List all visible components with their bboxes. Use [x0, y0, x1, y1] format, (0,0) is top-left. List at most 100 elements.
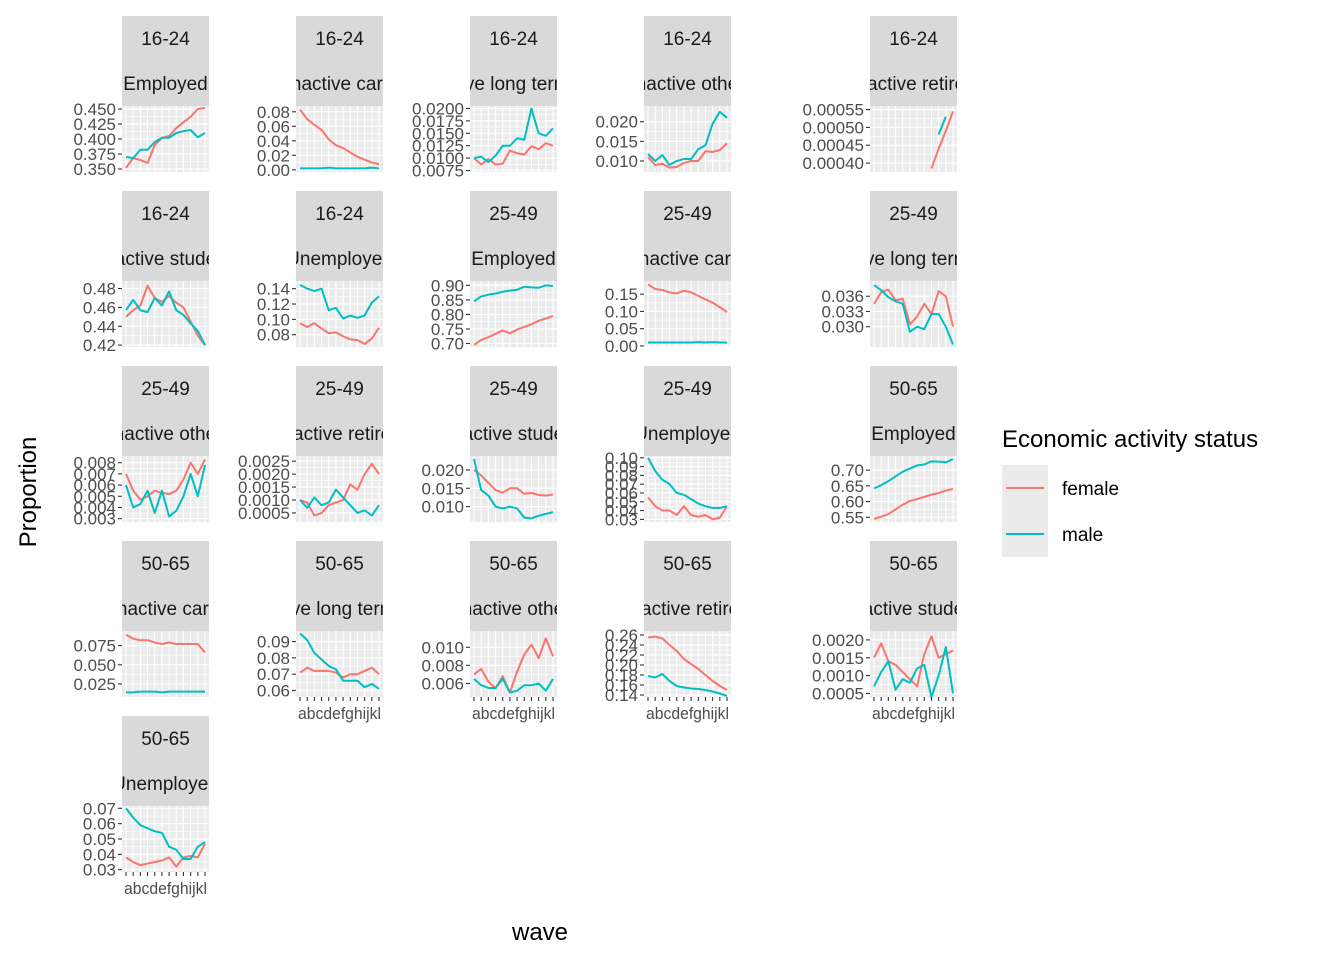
series-line-male: [299, 488, 380, 517]
panel-background: [644, 631, 731, 697]
x-axis-title: wave: [511, 919, 568, 946]
y-tick-label: 0.10: [257, 310, 290, 329]
y-tick-label: 0.003: [73, 510, 116, 529]
y-tick-label: 0.0020: [238, 465, 290, 484]
y-tick-label: 0.08: [605, 466, 638, 485]
facet-strip-status: Inactive student: [99, 249, 233, 270]
facet-strip-status: Inactive student: [447, 424, 581, 445]
facet-strip-status: Employed: [471, 249, 556, 270]
panel-16-24-inactive-care: 16-24 Inactive care 0.000.020.040.060.08: [257, 16, 383, 180]
series-line-male: [647, 110, 728, 166]
facet-strip-age: 16-24: [663, 29, 712, 50]
facet-strip-age: 25-49: [141, 379, 190, 400]
facet-strip-status: Inactive care: [634, 249, 742, 270]
facet-strip-status: Inactive long term sick: [820, 249, 1008, 270]
series-line-female: [299, 322, 380, 345]
y-tick-label: 0.010: [421, 498, 464, 517]
panel-16-24-inactive-other: 16-24 Inactive other 0.0100.0150.020: [595, 16, 745, 172]
facet-strip: [470, 191, 557, 281]
facet-strip: [122, 716, 209, 806]
facet-strip-age: 50-65: [889, 554, 938, 575]
panel-25-49-employed: 25-49 Employed 0.700.750.800.850.90: [431, 191, 557, 354]
y-tick-label: 0.400: [73, 130, 116, 149]
y-tick-label: 0.03: [83, 861, 116, 880]
y-tick-label: 0.09: [257, 633, 290, 652]
facet-strip-age: 25-49: [889, 204, 938, 225]
panel-background: [296, 631, 383, 697]
facet-strip-status: Inactive care: [112, 599, 220, 620]
series-line-male: [126, 690, 205, 694]
y-tick-label: 0.00050: [803, 118, 864, 137]
y-tick-label: 0.05: [605, 320, 638, 339]
series-line-male: [473, 107, 554, 164]
y-tick-label: 0.85: [431, 291, 464, 310]
y-tick-label: 0.07: [257, 665, 290, 684]
x-tick-labels: abcdefghijkl: [872, 704, 955, 723]
y-tick-label: 0.0010: [238, 491, 290, 510]
series-line-male: [299, 632, 380, 690]
panel-50-65-inactive-long-term-sick: 50-65 Inactive long term sick 0.060.070.08…: [257, 541, 383, 723]
y-tick-label: 0.80: [431, 305, 464, 324]
y-tick-label: 0.10: [605, 302, 638, 321]
panel-50-65-unemployed: 50-65 Unemployed 0.030.040.050.060.07 abcde…: [83, 716, 219, 898]
facet-strip-age: 16-24: [141, 29, 190, 50]
y-tick-label: 0.075: [73, 637, 116, 656]
facet-strip-age: 16-24: [141, 204, 190, 225]
series-line-female: [647, 142, 728, 169]
series-line-female: [473, 314, 554, 346]
y-tick-label: 0.0175: [412, 112, 464, 131]
y-tick-label: 0.0075: [412, 162, 464, 181]
series-line-female: [647, 635, 728, 691]
y-tick-label: 0.025: [73, 675, 116, 694]
series-line-male: [873, 458, 954, 490]
facet-strip-status: Inactive other: [630, 74, 745, 95]
facet-strip-status: Inactive retired: [851, 74, 976, 95]
y-tick-label: 0.09: [605, 458, 638, 477]
panel-25-49-unemployed: 25-49 Unemployed 0.030.040.050.060.070.080…: [605, 366, 741, 529]
y-tick-label: 0.02: [257, 146, 290, 165]
y-tick-label: 0.425: [73, 115, 116, 134]
y-tick-label: 0.06: [257, 681, 290, 700]
facet-strip-age: 50-65: [489, 554, 538, 575]
y-tick-label: 0.55: [831, 508, 864, 527]
facet-strip-status: Employed: [871, 424, 956, 445]
y-tick-label: 0.04: [257, 132, 290, 151]
facet-strip-status: Inactive retired: [625, 599, 750, 620]
y-tick-label: 0.22: [605, 646, 638, 665]
series-line-male: [647, 673, 728, 697]
series-line-female: [647, 283, 728, 313]
facet-strip: [122, 541, 209, 631]
facet-strip: [470, 366, 557, 456]
legend-label-female: female: [1062, 479, 1119, 500]
y-tick-label: 0.0125: [412, 137, 464, 156]
facet-strip: [870, 16, 957, 106]
y-tick-label: 0.375: [73, 145, 116, 164]
facet-strip-age: 50-65: [663, 554, 712, 575]
facet-strip-status: Unemployed: [112, 774, 219, 795]
y-tick-label: 0.050: [73, 656, 116, 675]
series-line-male: [937, 116, 947, 135]
y-tick-label: 0.08: [257, 326, 290, 345]
y-tick-label: 0.12: [257, 295, 290, 314]
x-tick-labels: abcdefghijkl: [472, 704, 555, 723]
y-tick-label: 0.008: [421, 656, 464, 675]
facet-strip-age: 25-49: [663, 204, 712, 225]
y-tick-label: 0.0005: [812, 684, 864, 703]
panel-50-65-employed: 50-65 Employed 0.550.600.650.70: [831, 366, 957, 527]
panel-background: [122, 631, 209, 697]
facet-strip: [296, 366, 383, 456]
y-tick-label: 0.06: [83, 815, 116, 834]
x-tick-labels: abcdefghijkl: [298, 704, 381, 723]
facet-strip-status: Unemployed: [634, 424, 741, 445]
facet-strip-status: Unemployed: [286, 249, 393, 270]
y-tick-label: 0.05: [83, 830, 116, 849]
series-line-female: [473, 469, 554, 497]
y-tick-label: 0.24: [605, 636, 638, 655]
facet-strip-age: 25-49: [315, 379, 364, 400]
series-line-female: [299, 109, 380, 166]
facet-strip-status: Inactive retired: [277, 424, 402, 445]
